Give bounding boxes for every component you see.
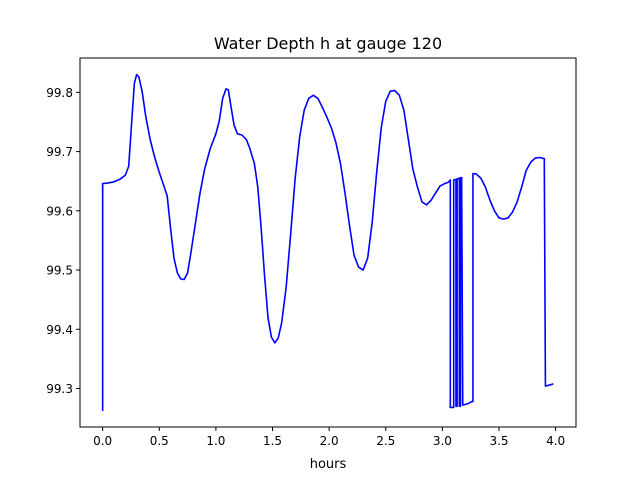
x-axis: 0.0 0.5 1.0 1.5 2.0 2.5 3.0 3.5 4.0: [93, 427, 565, 448]
x-tick-label: 0.0: [93, 434, 112, 448]
x-axis-label: hours: [310, 457, 347, 472]
x-tick-label: 2.0: [320, 434, 339, 448]
x-tick-label: 1.0: [206, 434, 225, 448]
y-tick-label: 99.8: [46, 86, 73, 100]
y-tick-label: 99.4: [46, 323, 73, 337]
y-tick-label: 99.5: [46, 264, 73, 278]
plot-area-frame: [79, 57, 577, 428]
x-tick-label: 2.5: [376, 434, 395, 448]
x-tick-label: 4.0: [546, 434, 565, 448]
x-tick-label: 0.5: [150, 434, 169, 448]
series-layer: [101, 73, 554, 412]
y-axis: 99.3 99.4 99.5 99.6 99.7 99.8: [46, 86, 80, 396]
x-tick-label: 3.5: [489, 434, 508, 448]
y-tick-label: 99.6: [46, 204, 73, 218]
x-tick-label: 1.5: [263, 434, 282, 448]
series-line: [101, 73, 554, 412]
y-tick-label: 99.3: [46, 382, 73, 396]
y-tick-label: 99.7: [46, 145, 73, 159]
x-tick-label: 3.0: [433, 434, 452, 448]
chart-title: Water Depth h at gauge 120: [214, 34, 442, 53]
